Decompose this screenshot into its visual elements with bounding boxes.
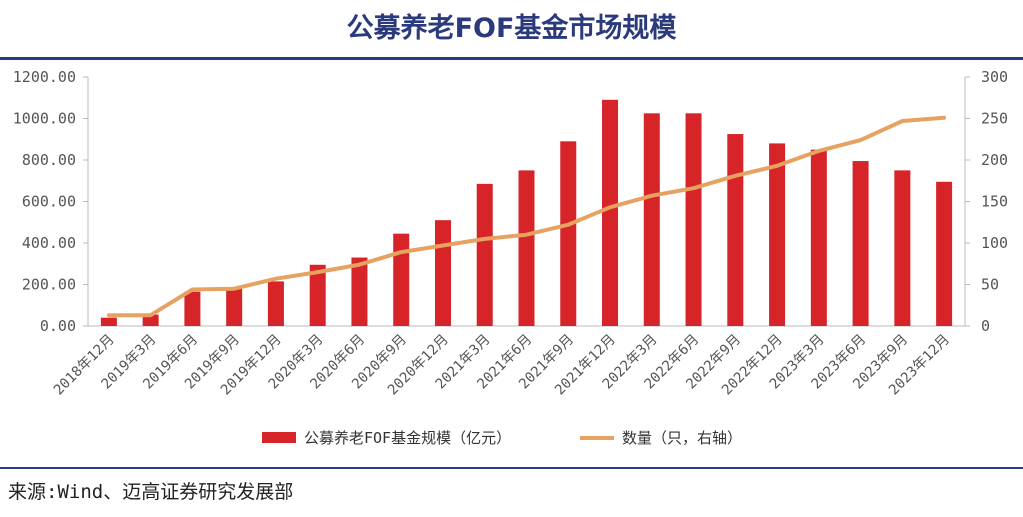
y-right-tick-label: 250 xyxy=(981,110,1008,128)
y-left-tick-label: 1000.00 xyxy=(13,110,76,128)
y-right-tick-label: 0 xyxy=(981,317,990,335)
bar-2023年12月 xyxy=(936,181,953,326)
bar-2020年9月 xyxy=(393,233,410,326)
bar-2019年3月 xyxy=(142,314,159,326)
bar-2021年9月 xyxy=(560,141,577,326)
source-note: 来源:Wind、迈高证券研究发展部 xyxy=(8,481,294,503)
bar-2019年6月 xyxy=(184,291,201,326)
y-right-tick-label: 300 xyxy=(981,68,1008,86)
y-right-tick-label: 200 xyxy=(981,151,1008,169)
title-divider xyxy=(0,57,1023,60)
bar-2020年12月 xyxy=(434,220,451,326)
bar-2023年3月 xyxy=(810,149,827,326)
bar-2019年12月 xyxy=(267,281,284,326)
y-right-tick-label: 50 xyxy=(981,276,999,294)
bar-2022年3月 xyxy=(643,113,660,326)
legend-line-label: 数量（只，右轴） xyxy=(622,429,742,447)
y-left-tick-label: 1200.00 xyxy=(13,68,76,86)
bar-2022年6月 xyxy=(685,113,702,326)
bar-2020年3月 xyxy=(309,264,326,326)
legend-bar-swatch xyxy=(262,432,296,443)
bar-2019年9月 xyxy=(226,287,243,326)
bar-2020年6月 xyxy=(351,257,368,326)
y-left-tick-label: 600.00 xyxy=(22,193,76,211)
bar-2021年12月 xyxy=(602,99,619,326)
bar-2022年9月 xyxy=(727,134,744,326)
bar-2023年9月 xyxy=(894,170,911,326)
y-left-tick-label: 200.00 xyxy=(22,276,76,294)
legend-bar-label: 公募养老FOF基金规模（亿元） xyxy=(304,429,511,447)
y-right-tick-label: 100 xyxy=(981,234,1008,252)
bar-2018年12月 xyxy=(100,317,117,326)
y-left-tick-label: 800.00 xyxy=(22,151,76,169)
chart: 0.00 200.00 400.00 600.00 800.00 1000.00 1200.… xyxy=(13,68,1008,447)
page-title: 公募养老FOF基金市场规模 xyxy=(346,13,677,44)
y-left-tick-label: 400.00 xyxy=(22,234,76,252)
y-left-tick-label: 0.00 xyxy=(40,317,76,335)
bar-2022年12月 xyxy=(769,143,786,326)
footer-divider xyxy=(0,467,1023,469)
bar-2021年3月 xyxy=(476,183,493,326)
count-line xyxy=(106,115,947,318)
bar-2021年6月 xyxy=(518,170,535,326)
y-right-tick-label: 150 xyxy=(981,193,1008,211)
bar-2023年6月 xyxy=(852,161,869,326)
